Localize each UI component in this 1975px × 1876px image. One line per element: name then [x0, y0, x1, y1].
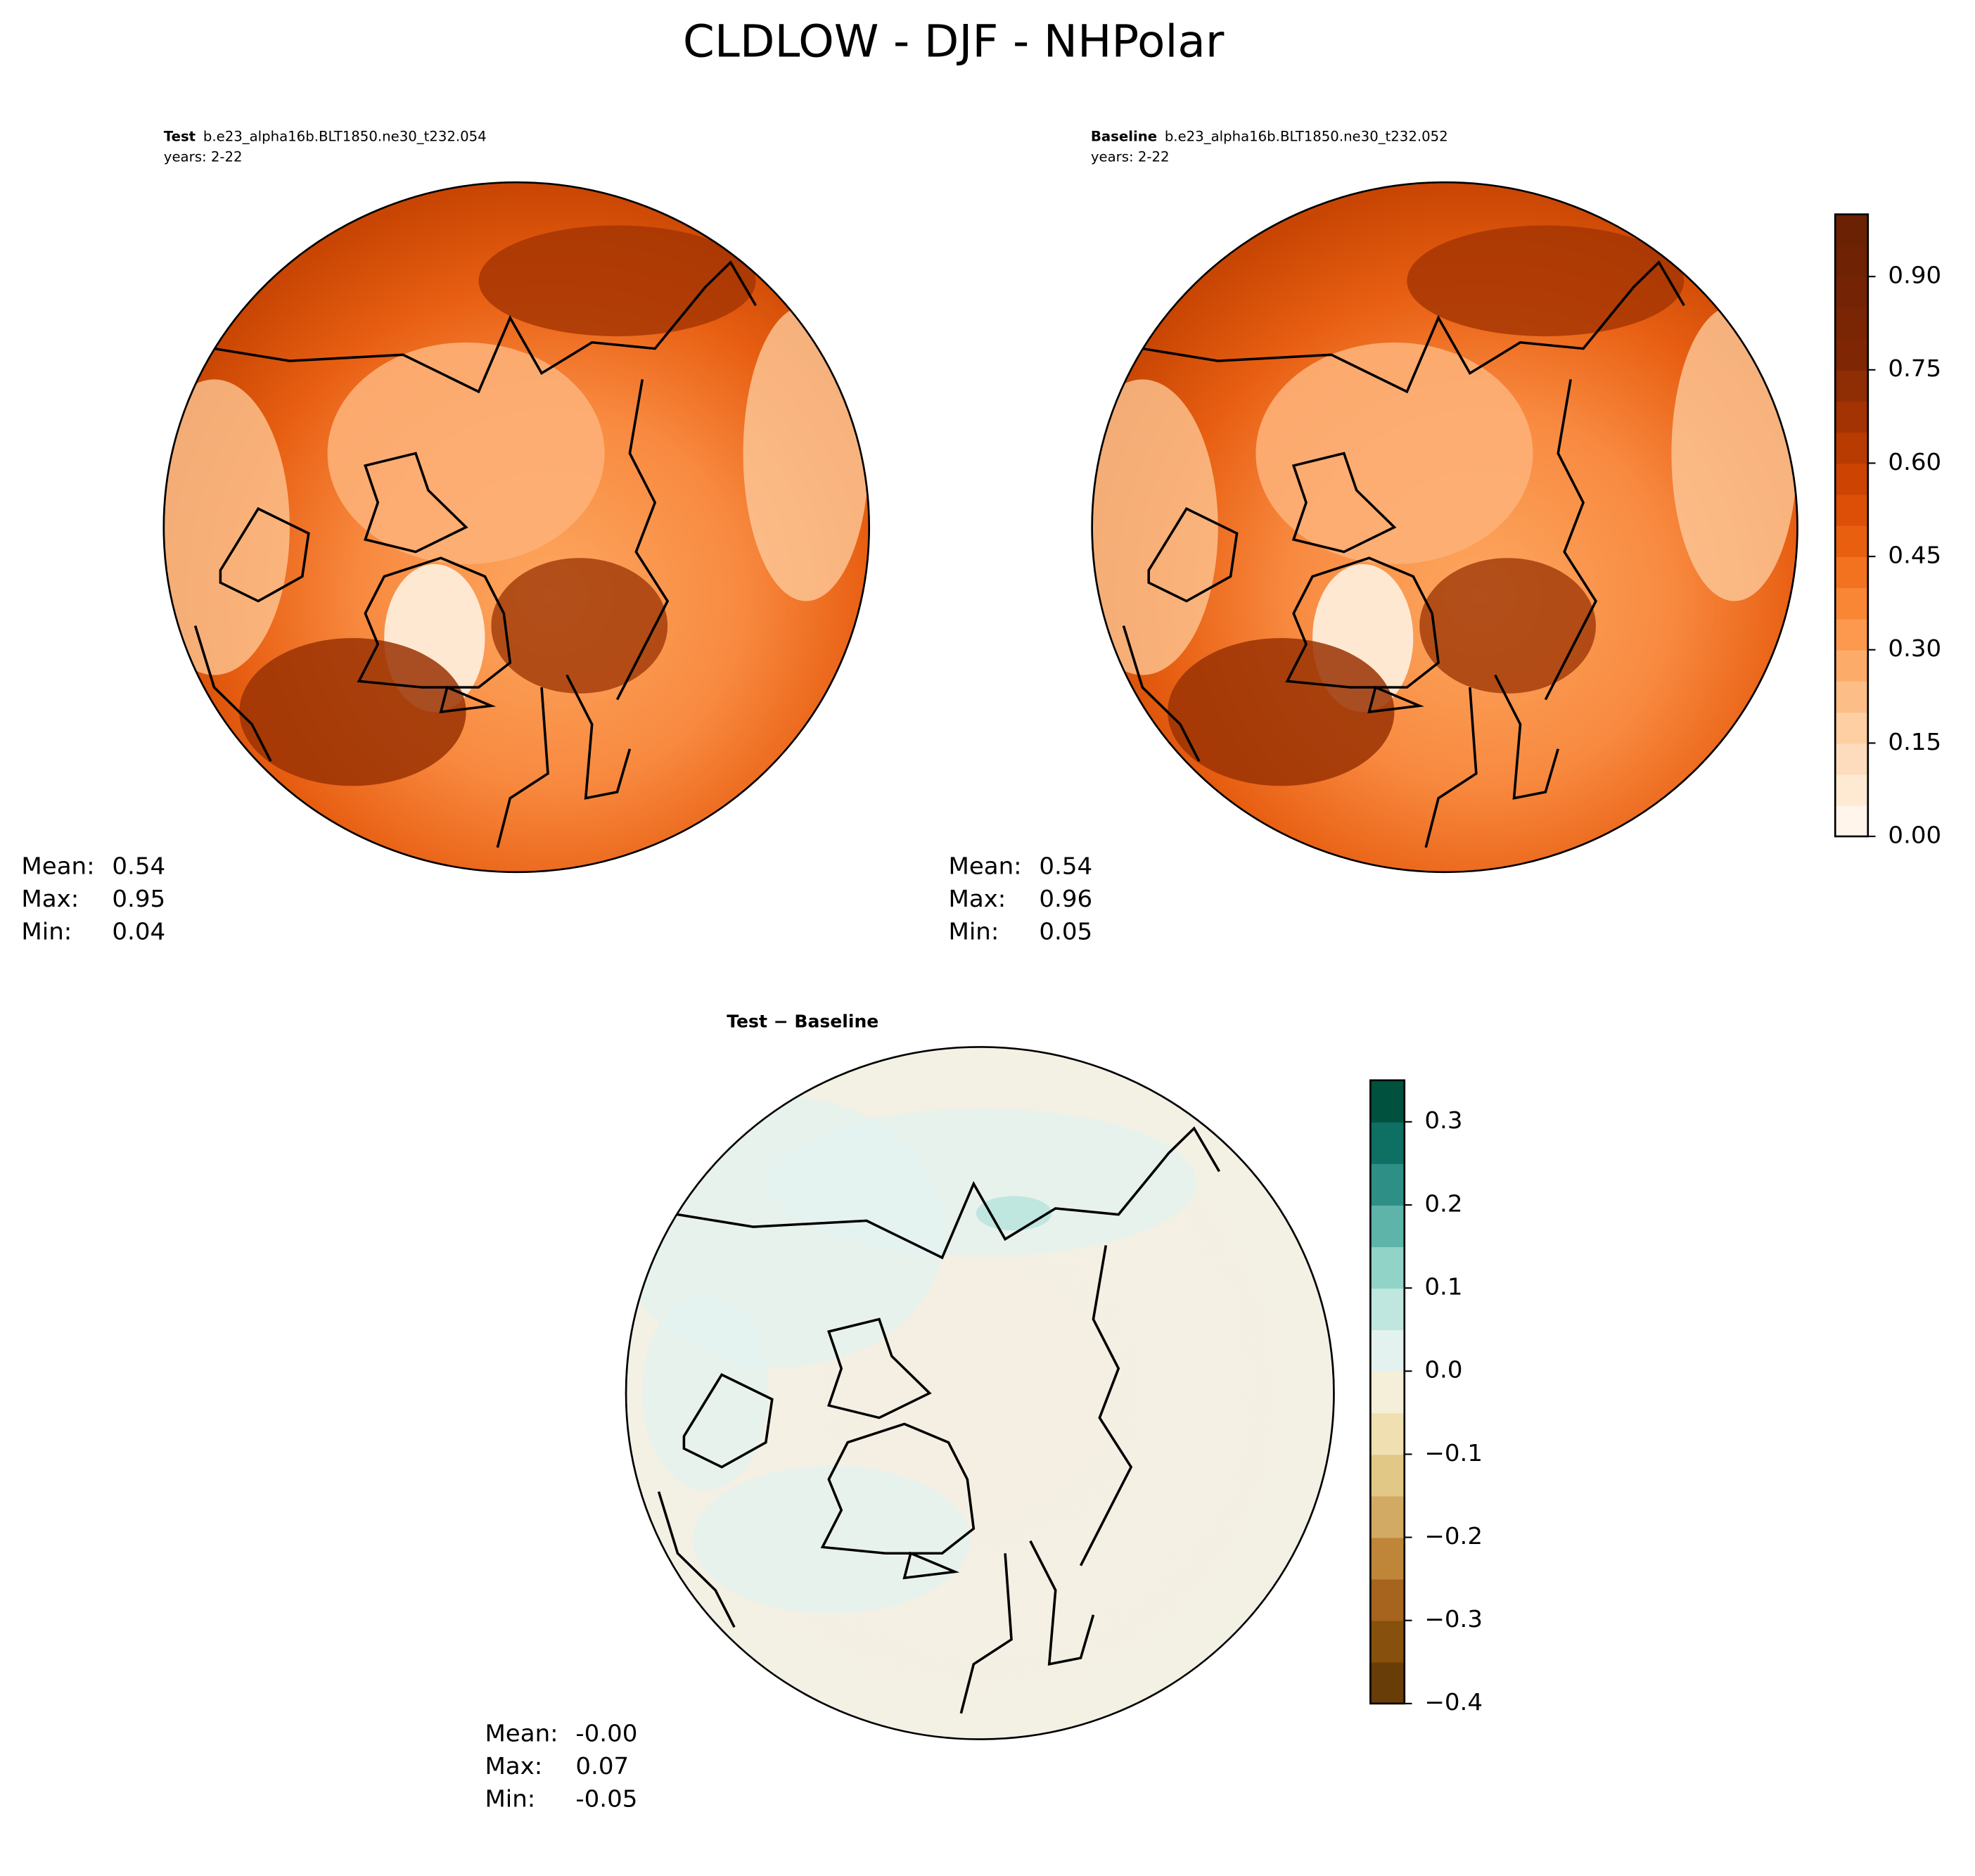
colorbar-tick-label: −0.1	[1424, 1439, 1483, 1467]
colorbar-band	[1370, 1620, 1405, 1663]
map-border	[162, 181, 871, 874]
colorbar-band	[1370, 1288, 1405, 1331]
colorbar-band	[1835, 463, 1868, 495]
stat-value: 0.04	[112, 917, 165, 945]
stat-value: -0.00	[575, 1719, 637, 1747]
panel-heading: Baseline b.e23_alpha16b.BLT1850.ne30_t232…	[1091, 128, 1448, 144]
stat-value: 0.07	[575, 1752, 629, 1780]
map-baseline	[1092, 182, 1798, 872]
stat-label: Mean:	[948, 853, 1021, 880]
colorbar-tick-label: 0.15	[1888, 728, 1941, 755]
colorbar-band	[1835, 338, 1868, 371]
colorbar-tick-label: 0.2	[1424, 1190, 1462, 1218]
colorbar-tick-label: −0.4	[1424, 1689, 1483, 1716]
colorbar-tick-label: −0.2	[1424, 1522, 1483, 1550]
colorbar-band	[1835, 618, 1868, 651]
colorbar-tick-label: 0.60	[1888, 448, 1941, 476]
panel-heading-text: b.e23_alpha16b.BLT1850.ne30_t232.052	[1165, 128, 1448, 144]
map-border	[1091, 181, 1798, 874]
colorbar-band	[1835, 556, 1868, 589]
stat-line: Min: 0.04	[21, 917, 165, 945]
colorbar-tick-label: 0.00	[1888, 822, 1941, 849]
colorbar-band	[1835, 649, 1868, 682]
panel-heading-text: b.e23_alpha16b.BLT1850.ne30_t232.054	[203, 128, 487, 144]
colorbar-band	[1835, 369, 1868, 402]
map-border	[625, 1046, 1335, 1740]
colorbar-tick-label: 0.1	[1424, 1273, 1462, 1301]
stat-label: Max:	[485, 1752, 542, 1780]
colorbar-tick-label: 0.3	[1424, 1107, 1462, 1135]
stat-label: Min:	[948, 917, 999, 945]
stat-line: Max: 0.07	[485, 1752, 629, 1780]
stat-line: Max: 0.95	[21, 885, 165, 912]
panel-subtitle: years: 2-22	[164, 149, 243, 165]
figure-title: CLDLOW - DJF - NHPolar	[683, 16, 1225, 68]
colorbar-band	[1370, 1163, 1405, 1206]
colorbar-band	[1835, 276, 1868, 309]
colorbar-band	[1835, 805, 1868, 837]
colorbar-band	[1370, 1578, 1405, 1621]
colorbar-band	[1370, 1412, 1405, 1455]
stat-value: 0.54	[1039, 853, 1092, 880]
colorbar-band	[1835, 743, 1868, 775]
colorbar-band	[1370, 1080, 1405, 1123]
stat-label: Mean:	[21, 853, 94, 880]
panel-heading: Test b.e23_alpha16b.BLT1850.ne30_t232.054	[164, 128, 487, 144]
colorbar-band	[1370, 1204, 1405, 1247]
stat-label: Mean:	[485, 1719, 558, 1747]
colorbar-band	[1370, 1329, 1405, 1372]
stat-value: 0.95	[112, 885, 165, 912]
colorbar-band	[1835, 494, 1868, 526]
panel-heading-label: Test − Baseline	[727, 1012, 878, 1032]
colorbar-band	[1370, 1537, 1405, 1580]
colorbar-band	[1370, 1495, 1405, 1538]
colorbar-band	[1835, 432, 1868, 464]
colorbar-band	[1835, 774, 1868, 806]
stat-line: Max: 0.96	[948, 885, 1092, 912]
stat-value: 0.54	[112, 853, 165, 880]
map-test	[163, 182, 869, 872]
stat-label: Min:	[485, 1785, 535, 1812]
stat-label: Max:	[21, 885, 79, 912]
colorbar-band	[1370, 1371, 1405, 1414]
colorbar-tick-label: −0.3	[1424, 1605, 1483, 1633]
stat-label: Min:	[21, 917, 72, 945]
colorbar-frame	[1834, 213, 1869, 838]
colorbar-tick-label: 0.0	[1424, 1356, 1462, 1384]
colorbar-tick-label: 0.90	[1888, 262, 1941, 289]
colorbar-tick-label: 0.45	[1888, 542, 1941, 569]
colorbar-tick-label: 0.30	[1888, 634, 1941, 662]
colorbar-frame	[1369, 1079, 1406, 1705]
map-diff	[626, 1047, 1334, 1740]
stat-line: Min: -0.05	[485, 1785, 637, 1812]
stat-value: 0.96	[1039, 885, 1092, 912]
colorbar-band	[1835, 525, 1868, 557]
stat-value: -0.05	[575, 1785, 637, 1812]
stat-value: 0.05	[1039, 917, 1092, 945]
colorbar-band	[1835, 680, 1868, 713]
colorbar-band	[1835, 400, 1868, 433]
colorbar-band	[1835, 245, 1868, 278]
colorbar-band	[1370, 1246, 1405, 1289]
stat-line: Mean: 0.54	[21, 853, 165, 880]
panel-heading-label: Test	[164, 128, 196, 144]
colorbar-band	[1835, 307, 1868, 340]
colorbar-band	[1835, 712, 1868, 744]
panel-heading: Test − Baseline	[727, 1012, 878, 1032]
panel-subtitle: years: 2-22	[1091, 149, 1170, 165]
colorbar-band	[1370, 1454, 1405, 1497]
stat-line: Mean: -0.00	[485, 1719, 637, 1747]
colorbar-band	[1835, 214, 1868, 246]
colorbar-band	[1370, 1661, 1405, 1704]
stat-label: Max:	[948, 885, 1006, 912]
panel-heading-label: Baseline	[1091, 128, 1157, 144]
colorbar-band	[1835, 587, 1868, 620]
colorbar-band	[1370, 1121, 1405, 1164]
stat-line: Mean: 0.54	[948, 853, 1092, 880]
stat-line: Min: 0.05	[948, 917, 1092, 945]
colorbar-tick-label: 0.75	[1888, 355, 1941, 383]
